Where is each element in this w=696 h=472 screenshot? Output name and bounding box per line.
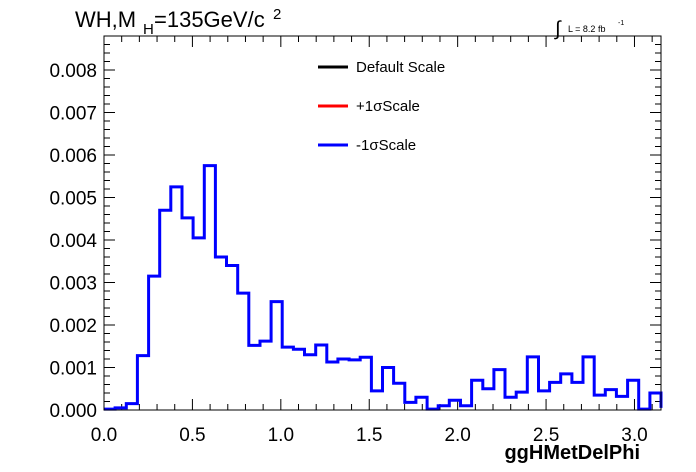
legend-label: Default Scale [356, 59, 445, 76]
y-tick-label: 0.004 [49, 231, 97, 252]
legend: Default Scale +1σScale -1σScale [318, 59, 445, 154]
lumi-label: ∫ L = 8.2 fb -1 [554, 18, 624, 40]
y-tick-label: 0.000 [49, 401, 97, 422]
legend-label: +1σScale [356, 98, 420, 115]
y-tick-label: 0.006 [49, 146, 97, 167]
title-subscript: H [143, 21, 154, 38]
lumi-superscript: -1 [618, 20, 624, 27]
x-tick-label: 0.0 [91, 425, 117, 446]
x-tick-label: 1.0 [268, 425, 294, 446]
y-tick-label: 0.008 [49, 61, 97, 82]
x-tick-label: 0.5 [179, 425, 205, 446]
y-tick-label: 0.002 [49, 316, 97, 337]
title: WH,M H =135GeV/c 2 [75, 6, 281, 38]
x-tick-label: 2.5 [533, 425, 559, 446]
integral-sign: ∫ [554, 18, 562, 40]
lumi-text: L = 8.2 fb [568, 24, 605, 34]
x-axis-label: ggHMetDelPhi [504, 442, 640, 464]
y-tick-label: 0.005 [49, 189, 97, 210]
title-rest: =135GeV/c [154, 7, 265, 32]
y-tick-label: 0.003 [49, 274, 97, 295]
histogram-line-minus1sigma [104, 164, 663, 411]
y-tick-label: 0.007 [49, 104, 97, 125]
x-tick-label: 3.0 [621, 425, 647, 446]
tick-labels: 0.0 0.5 1.0 1.5 2.0 2.5 3.0 0.000 0.001 0.002 0.00… [49, 61, 647, 446]
x-tick-label: 1.5 [356, 425, 382, 446]
legend-label: -1σScale [356, 137, 416, 154]
plot-frame [103, 35, 662, 411]
title-main: WH,M [75, 7, 136, 32]
x-tick-label: 2.0 [444, 425, 470, 446]
y-tick-label: 0.001 [49, 359, 97, 380]
title-superscript: 2 [273, 6, 281, 23]
axis-ticks [103, 35, 661, 411]
